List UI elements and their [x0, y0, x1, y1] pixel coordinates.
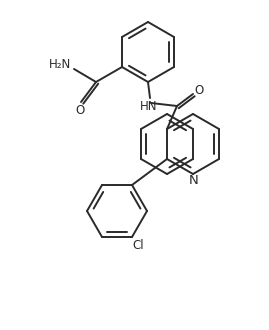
- Text: N: N: [189, 175, 199, 187]
- Text: H₂N: H₂N: [49, 58, 71, 72]
- Text: O: O: [75, 105, 85, 117]
- Text: O: O: [194, 83, 204, 96]
- Text: Cl: Cl: [132, 240, 144, 252]
- Text: HN: HN: [140, 100, 158, 113]
